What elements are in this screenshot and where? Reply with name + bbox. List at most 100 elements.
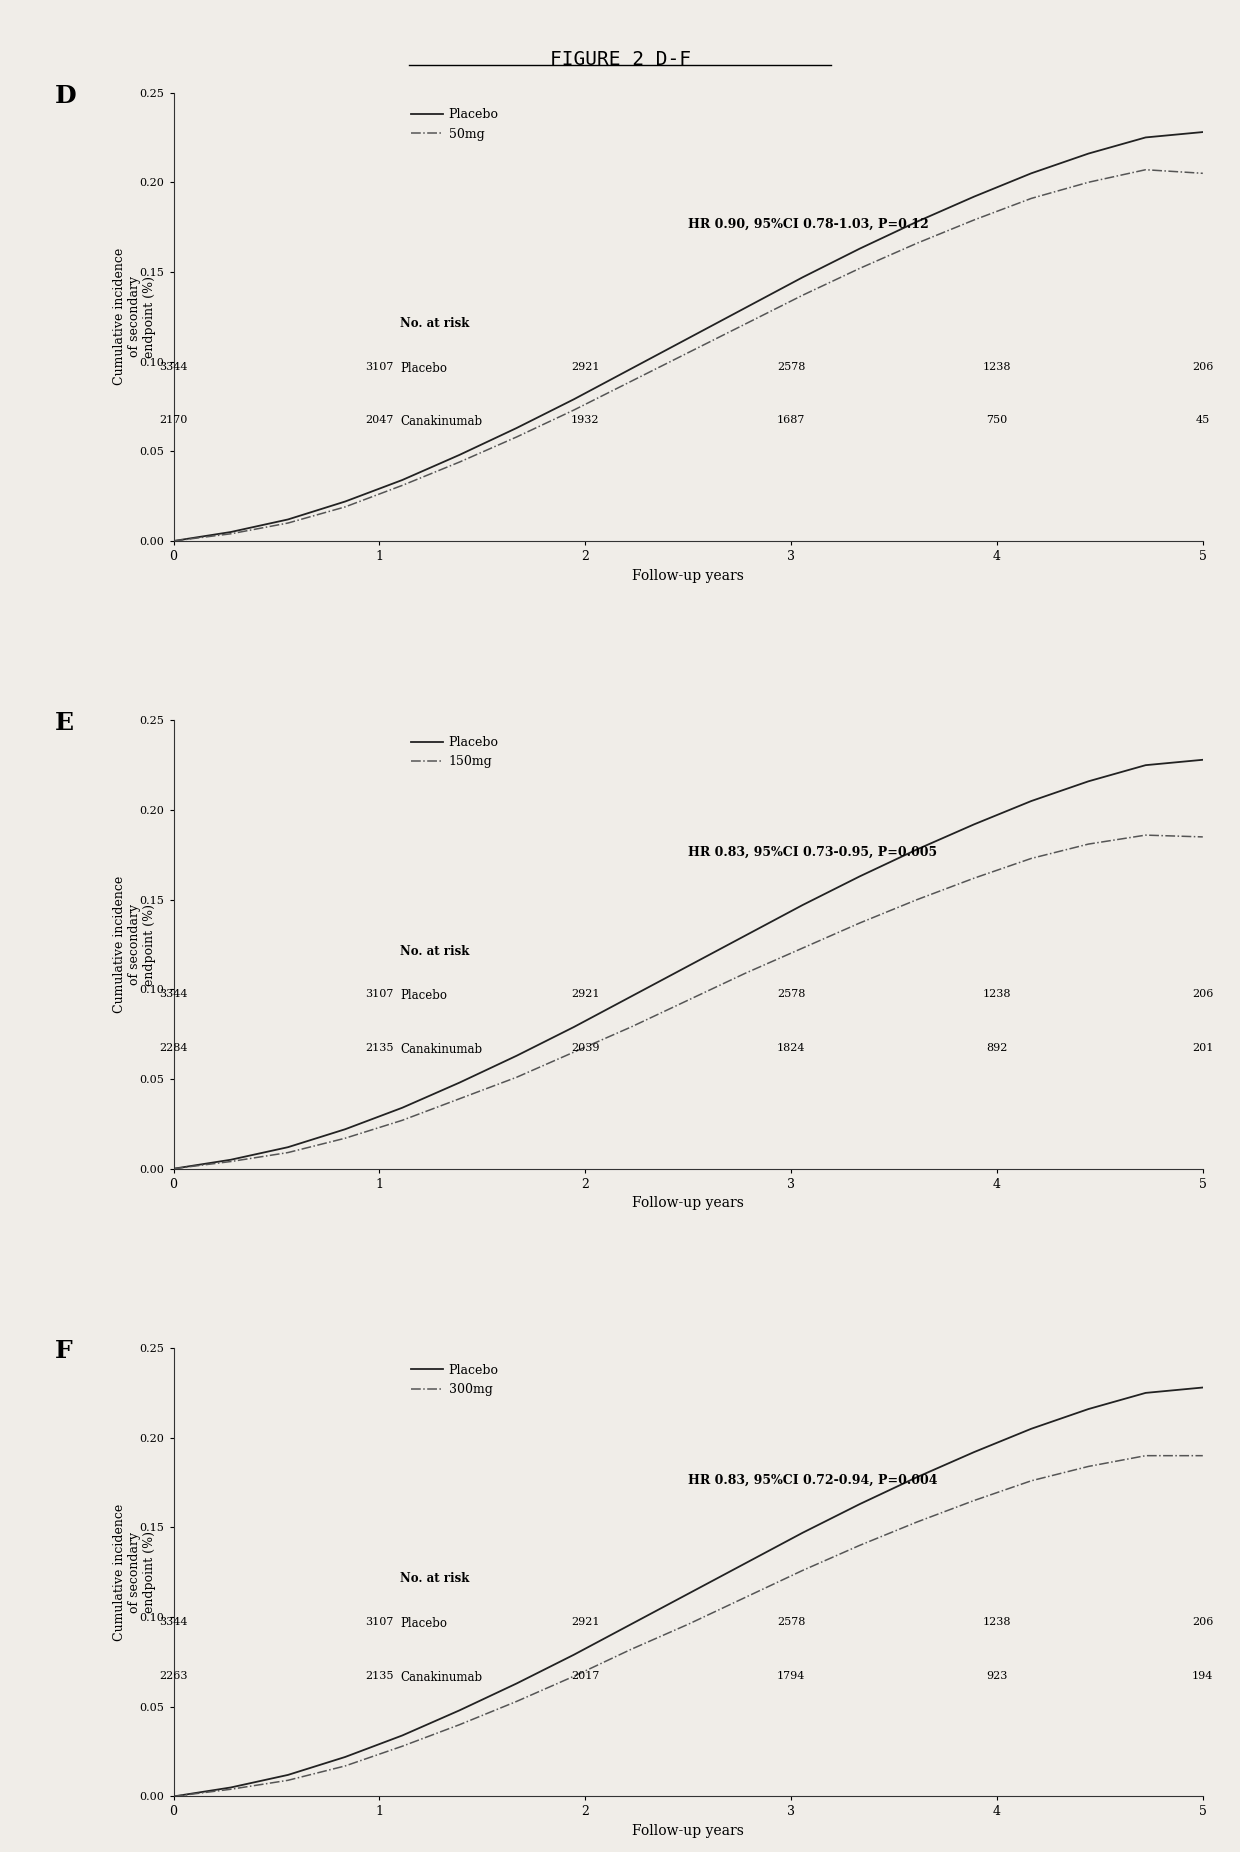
50mg (738, 313, 753, 335)
Text: 1238: 1238 (983, 989, 1011, 1000)
Placebo (337, 491, 352, 513)
300mg (1138, 1445, 1153, 1467)
Placebo (681, 1583, 696, 1606)
Text: 2263: 2263 (160, 1671, 187, 1682)
Placebo (280, 1135, 295, 1158)
Placebo (1138, 1382, 1153, 1404)
X-axis label: Follow-up years: Follow-up years (632, 1824, 744, 1837)
50mg (795, 283, 810, 306)
Text: 2578: 2578 (777, 1617, 805, 1628)
Placebo (1195, 1376, 1210, 1398)
Placebo (738, 296, 753, 319)
Placebo (681, 328, 696, 350)
Text: 2284: 2284 (160, 1043, 187, 1054)
Text: Placebo: Placebo (401, 989, 448, 1002)
Text: 2135: 2135 (366, 1043, 393, 1054)
Text: Canakinumab: Canakinumab (401, 1043, 482, 1056)
50mg (394, 474, 409, 496)
150mg (738, 961, 753, 983)
300mg (567, 1665, 582, 1687)
Text: 3107: 3107 (366, 1617, 393, 1628)
50mg (567, 398, 582, 420)
Placebo (967, 813, 982, 835)
Text: 2017: 2017 (572, 1671, 599, 1682)
Placebo (1081, 1398, 1096, 1420)
Placebo (337, 1119, 352, 1141)
Text: 2578: 2578 (777, 989, 805, 1000)
150mg (510, 1067, 525, 1089)
Placebo (567, 389, 582, 411)
150mg (909, 889, 924, 911)
Placebo (453, 1700, 467, 1722)
Placebo (795, 267, 810, 289)
Placebo (624, 1613, 639, 1635)
Line: 150mg: 150mg (174, 835, 1203, 1169)
Placebo (909, 839, 924, 861)
50mg (1138, 159, 1153, 181)
Text: HR 0.90, 95%CI 0.78-1.03, P=0.12: HR 0.90, 95%CI 0.78-1.03, P=0.12 (688, 219, 929, 232)
Line: Placebo: Placebo (174, 131, 1203, 541)
50mg (909, 232, 924, 254)
Placebo (280, 507, 295, 530)
Text: 750: 750 (986, 415, 1008, 426)
Text: 2039: 2039 (572, 1043, 599, 1054)
Placebo (795, 895, 810, 917)
Text: 2170: 2170 (160, 415, 187, 426)
150mg (624, 1017, 639, 1039)
300mg (453, 1713, 467, 1735)
Text: FIGURE 2 D-F: FIGURE 2 D-F (549, 50, 691, 69)
50mg (1195, 163, 1210, 185)
Text: 2921: 2921 (572, 1617, 599, 1628)
150mg (1138, 824, 1153, 846)
150mg (795, 937, 810, 959)
300mg (280, 1769, 295, 1791)
Placebo (394, 1096, 409, 1119)
Placebo (1138, 754, 1153, 776)
Placebo (624, 357, 639, 380)
Placebo (567, 1017, 582, 1039)
Text: 206: 206 (1192, 361, 1214, 372)
Text: 2047: 2047 (366, 415, 393, 426)
Text: 2135: 2135 (366, 1671, 393, 1682)
150mg (1024, 848, 1039, 870)
300mg (738, 1587, 753, 1609)
Y-axis label: Cumulative incidence
of secondary
endpoint (%): Cumulative incidence of secondary endpoi… (113, 876, 156, 1013)
Text: 1238: 1238 (983, 361, 1011, 372)
Text: 923: 923 (986, 1671, 1008, 1682)
Line: Placebo: Placebo (174, 759, 1203, 1169)
50mg (852, 257, 867, 280)
Text: 206: 206 (1192, 989, 1214, 1000)
300mg (1081, 1456, 1096, 1478)
300mg (1024, 1470, 1039, 1493)
Line: 50mg: 50mg (174, 170, 1203, 541)
Placebo (852, 1493, 867, 1515)
Text: D: D (56, 83, 77, 107)
Placebo (1024, 791, 1039, 813)
50mg (337, 496, 352, 519)
150mg (1195, 826, 1210, 848)
Placebo (795, 1522, 810, 1545)
Placebo (510, 1045, 525, 1067)
50mg (223, 522, 238, 544)
Text: F: F (56, 1339, 73, 1363)
Placebo (681, 956, 696, 978)
300mg (1195, 1445, 1210, 1467)
Placebo (852, 865, 867, 887)
Placebo (967, 1441, 982, 1463)
150mg (166, 1158, 181, 1180)
50mg (166, 530, 181, 552)
Text: HR 0.83, 95%CI 0.73-0.95, P=0.005: HR 0.83, 95%CI 0.73-0.95, P=0.005 (688, 846, 937, 859)
Text: Placebo: Placebo (401, 361, 448, 374)
Placebo (1138, 126, 1153, 148)
Text: 2578: 2578 (777, 361, 805, 372)
Text: 45: 45 (1195, 415, 1210, 426)
Legend: Placebo, 300mg: Placebo, 300mg (407, 1359, 503, 1402)
Text: 1238: 1238 (983, 1617, 1011, 1628)
Placebo (1081, 770, 1096, 793)
Placebo (453, 444, 467, 467)
50mg (453, 450, 467, 472)
150mg (280, 1141, 295, 1163)
300mg (681, 1613, 696, 1635)
Y-axis label: Cumulative incidence
of secondary
endpoint (%): Cumulative incidence of secondary endpoi… (113, 248, 156, 385)
Text: 3107: 3107 (366, 361, 393, 372)
